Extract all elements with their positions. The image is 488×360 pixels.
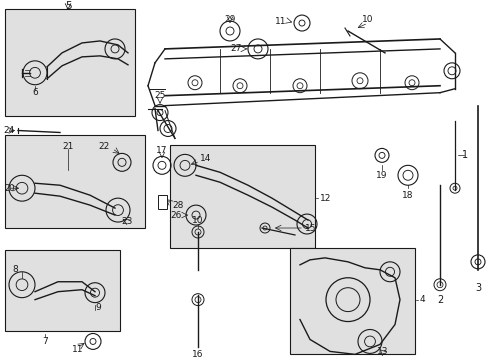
Text: 29: 29 <box>224 14 235 23</box>
Text: 5: 5 <box>64 1 71 11</box>
Text: 22: 22 <box>98 142 109 151</box>
Text: 27: 27 <box>230 44 242 53</box>
Text: 26: 26 <box>170 211 182 220</box>
Text: 16: 16 <box>192 350 203 359</box>
Text: 25: 25 <box>154 91 165 100</box>
Text: 4: 4 <box>419 295 425 304</box>
Text: 12: 12 <box>319 194 331 203</box>
Text: 21: 21 <box>62 142 74 151</box>
Bar <box>5 9 135 116</box>
Text: 10: 10 <box>362 14 373 23</box>
Text: 2: 2 <box>436 294 442 305</box>
Text: 9: 9 <box>95 303 101 312</box>
Text: 8: 8 <box>12 265 18 274</box>
Text: 14: 14 <box>200 154 211 163</box>
Text: 17: 17 <box>156 146 167 155</box>
Text: 7: 7 <box>42 337 48 346</box>
Text: 1: 1 <box>461 150 467 160</box>
Bar <box>5 135 145 228</box>
Text: 13: 13 <box>376 347 388 356</box>
Text: 18: 18 <box>402 191 413 200</box>
Text: 15: 15 <box>305 224 316 233</box>
Text: 10: 10 <box>192 216 203 225</box>
Bar <box>289 248 414 354</box>
Bar <box>5 250 120 332</box>
Text: 11: 11 <box>72 345 83 354</box>
Text: 23: 23 <box>121 217 132 226</box>
Text: 20: 20 <box>4 184 15 193</box>
Text: 19: 19 <box>375 171 387 180</box>
Text: 24: 24 <box>3 126 14 135</box>
Text: 28: 28 <box>172 201 183 210</box>
Bar <box>170 145 314 248</box>
Text: 11: 11 <box>274 17 285 26</box>
Text: 3: 3 <box>474 283 480 293</box>
Bar <box>158 195 167 209</box>
Text: 6: 6 <box>32 88 38 97</box>
